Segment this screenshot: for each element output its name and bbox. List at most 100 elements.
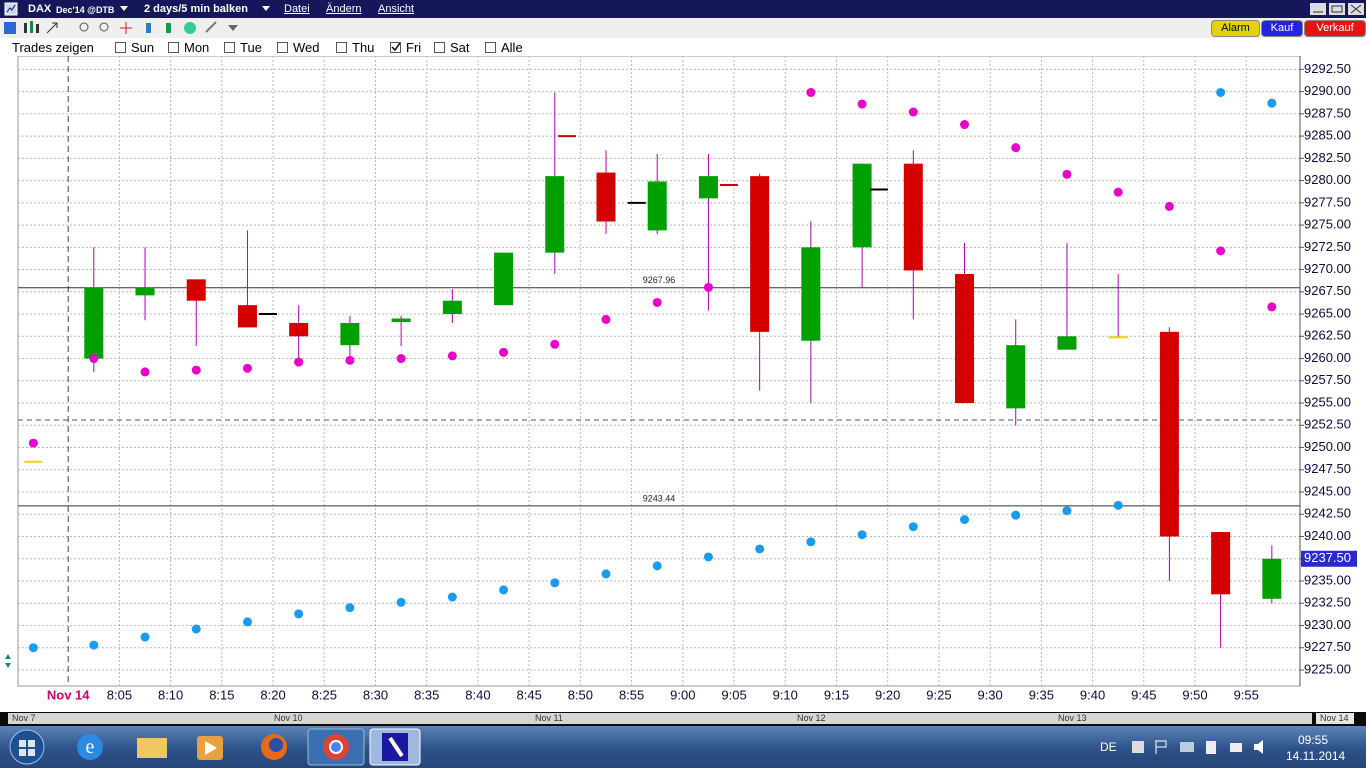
sar-dot (652, 561, 662, 571)
x-tick-label: 8:05 (107, 687, 132, 702)
symbol[interactable]: DAX (28, 3, 52, 15)
candle-body (442, 300, 462, 315)
x-tick-label: 8:30 (363, 687, 388, 702)
day-option[interactable]: Tue (224, 40, 262, 55)
checkbox[interactable] (115, 42, 126, 53)
timeline-thumb[interactable] (1316, 713, 1354, 724)
tool-icons[interactable] (2, 20, 242, 36)
candle-body (698, 176, 718, 199)
sar-dot (1216, 246, 1226, 256)
x-tick-label: 9:40 (1080, 687, 1105, 702)
taskbar-icons[interactable]: e (0, 726, 440, 768)
clock-date[interactable]: 14.11.2014 (1286, 749, 1346, 763)
candle-body (1108, 336, 1128, 339)
x-tick-label: 9:45 (1131, 687, 1156, 702)
order-button[interactable]: Verkauf (1304, 20, 1366, 37)
day-label: Tue (240, 40, 262, 55)
checkbox[interactable] (277, 42, 288, 53)
tray-icons[interactable] (1130, 738, 1270, 756)
sar-dot (447, 351, 457, 361)
sar-dot (28, 438, 38, 448)
sar-dot (806, 537, 816, 547)
sar-dot (447, 592, 457, 602)
menu-item[interactable]: Ansicht (378, 3, 415, 15)
sar-dot (28, 643, 38, 653)
sar-dot (89, 354, 99, 364)
sar-dot (601, 569, 611, 579)
order-button[interactable]: Alarm (1211, 20, 1260, 37)
day-option[interactable]: Thu (336, 40, 374, 55)
candle-body (494, 252, 514, 306)
y-tick-label: 9227.50 (1304, 639, 1351, 654)
checkbox[interactable] (168, 42, 179, 53)
order-button[interactable]: Kauf (1261, 20, 1303, 37)
y-tick-label: 9287.50 (1304, 105, 1351, 120)
plot-background (17, 56, 1301, 687)
sar-dot (89, 640, 99, 650)
y-tick-label: 9242.50 (1304, 506, 1351, 521)
sar-dot (908, 522, 918, 532)
day-label: Thu (352, 40, 375, 55)
day-label: Mon (184, 40, 210, 55)
day-option[interactable]: Fri (390, 40, 421, 55)
sar-dot (396, 354, 406, 364)
dropdown-arrow[interactable] (262, 6, 270, 12)
checkbox[interactable] (224, 42, 235, 53)
sar-dot (1062, 506, 1072, 516)
language[interactable]: DE (1100, 740, 1117, 754)
y-tick-label: 9280.00 (1304, 172, 1351, 187)
y-tick-label: 9285.00 (1304, 128, 1351, 143)
sar-dot (1011, 510, 1021, 520)
sar-dot (1164, 201, 1174, 211)
y-tick-label: 9252.50 (1304, 417, 1351, 432)
menu-item[interactable]: Datei (284, 3, 310, 15)
day-label: Fri (406, 40, 422, 55)
y-tick-label: 9245.00 (1304, 483, 1351, 498)
menu-item[interactable]: Ändern (326, 3, 362, 15)
checkbox[interactable] (390, 42, 401, 53)
sar-dot (806, 87, 816, 97)
level-label: 9267.96 (643, 275, 676, 285)
x-tick-label: 8:20 (260, 687, 285, 702)
x-tick-label: 9:15 (824, 687, 849, 702)
y-tick-label: 9265.00 (1304, 305, 1351, 320)
dropdown-arrow[interactable] (120, 6, 128, 12)
timeline-label: Nov 14 (1320, 713, 1349, 723)
day-option[interactable]: Wed (277, 40, 320, 55)
x-tick-label: 9:10 (773, 687, 798, 702)
y-tick-label: 9290.00 (1304, 83, 1351, 98)
x-tick-label: 9:35 (1029, 687, 1054, 702)
day-option[interactable]: Sat (434, 40, 470, 55)
timeline-scroller[interactable]: Nov 7 Nov 10 Nov 11 Nov 12 Nov 13 Nov 14 (0, 712, 1366, 726)
x-tick-label: 8:50 (568, 687, 593, 702)
checkbox[interactable] (336, 42, 347, 53)
sar-dot (960, 515, 970, 525)
y-tick-label: 9260.00 (1304, 350, 1351, 365)
candle-body (1159, 331, 1179, 537)
sar-dot (396, 597, 406, 607)
y-tick-label: 9247.50 (1304, 461, 1351, 476)
x-tick-label: 9:05 (721, 687, 746, 702)
contract[interactable]: Dec'14 @DTB (56, 5, 115, 15)
toolbar: Alarm Kauf Verkauf (0, 18, 1366, 38)
window-controls[interactable] (1310, 2, 1364, 16)
y-tick-label: 9257.50 (1304, 372, 1351, 387)
checkbox[interactable] (434, 42, 445, 53)
day-option[interactable]: Alle (485, 40, 523, 55)
x-tick-label: 8:10 (158, 687, 183, 702)
candle-body (1057, 336, 1077, 350)
sar-dot (499, 347, 509, 357)
y-tick-label: 9232.50 (1304, 595, 1351, 610)
timeline-track (8, 713, 1312, 724)
checkbox[interactable] (485, 42, 496, 53)
day-option[interactable]: Mon (168, 40, 209, 55)
sar-dot (857, 530, 867, 540)
y-tick-label: 9230.00 (1304, 617, 1351, 632)
y-tick-label: 9272.50 (1304, 239, 1351, 254)
clock-time[interactable]: 09:55 (1298, 733, 1329, 747)
period[interactable]: 2 days/5 min balken (144, 3, 248, 15)
day-option[interactable]: Sun (115, 40, 154, 55)
day-label: Sun (131, 40, 155, 55)
chart: 9225.00 9227.50 9230.00 9232.50 9235.00 9237.… (5, 56, 1357, 702)
